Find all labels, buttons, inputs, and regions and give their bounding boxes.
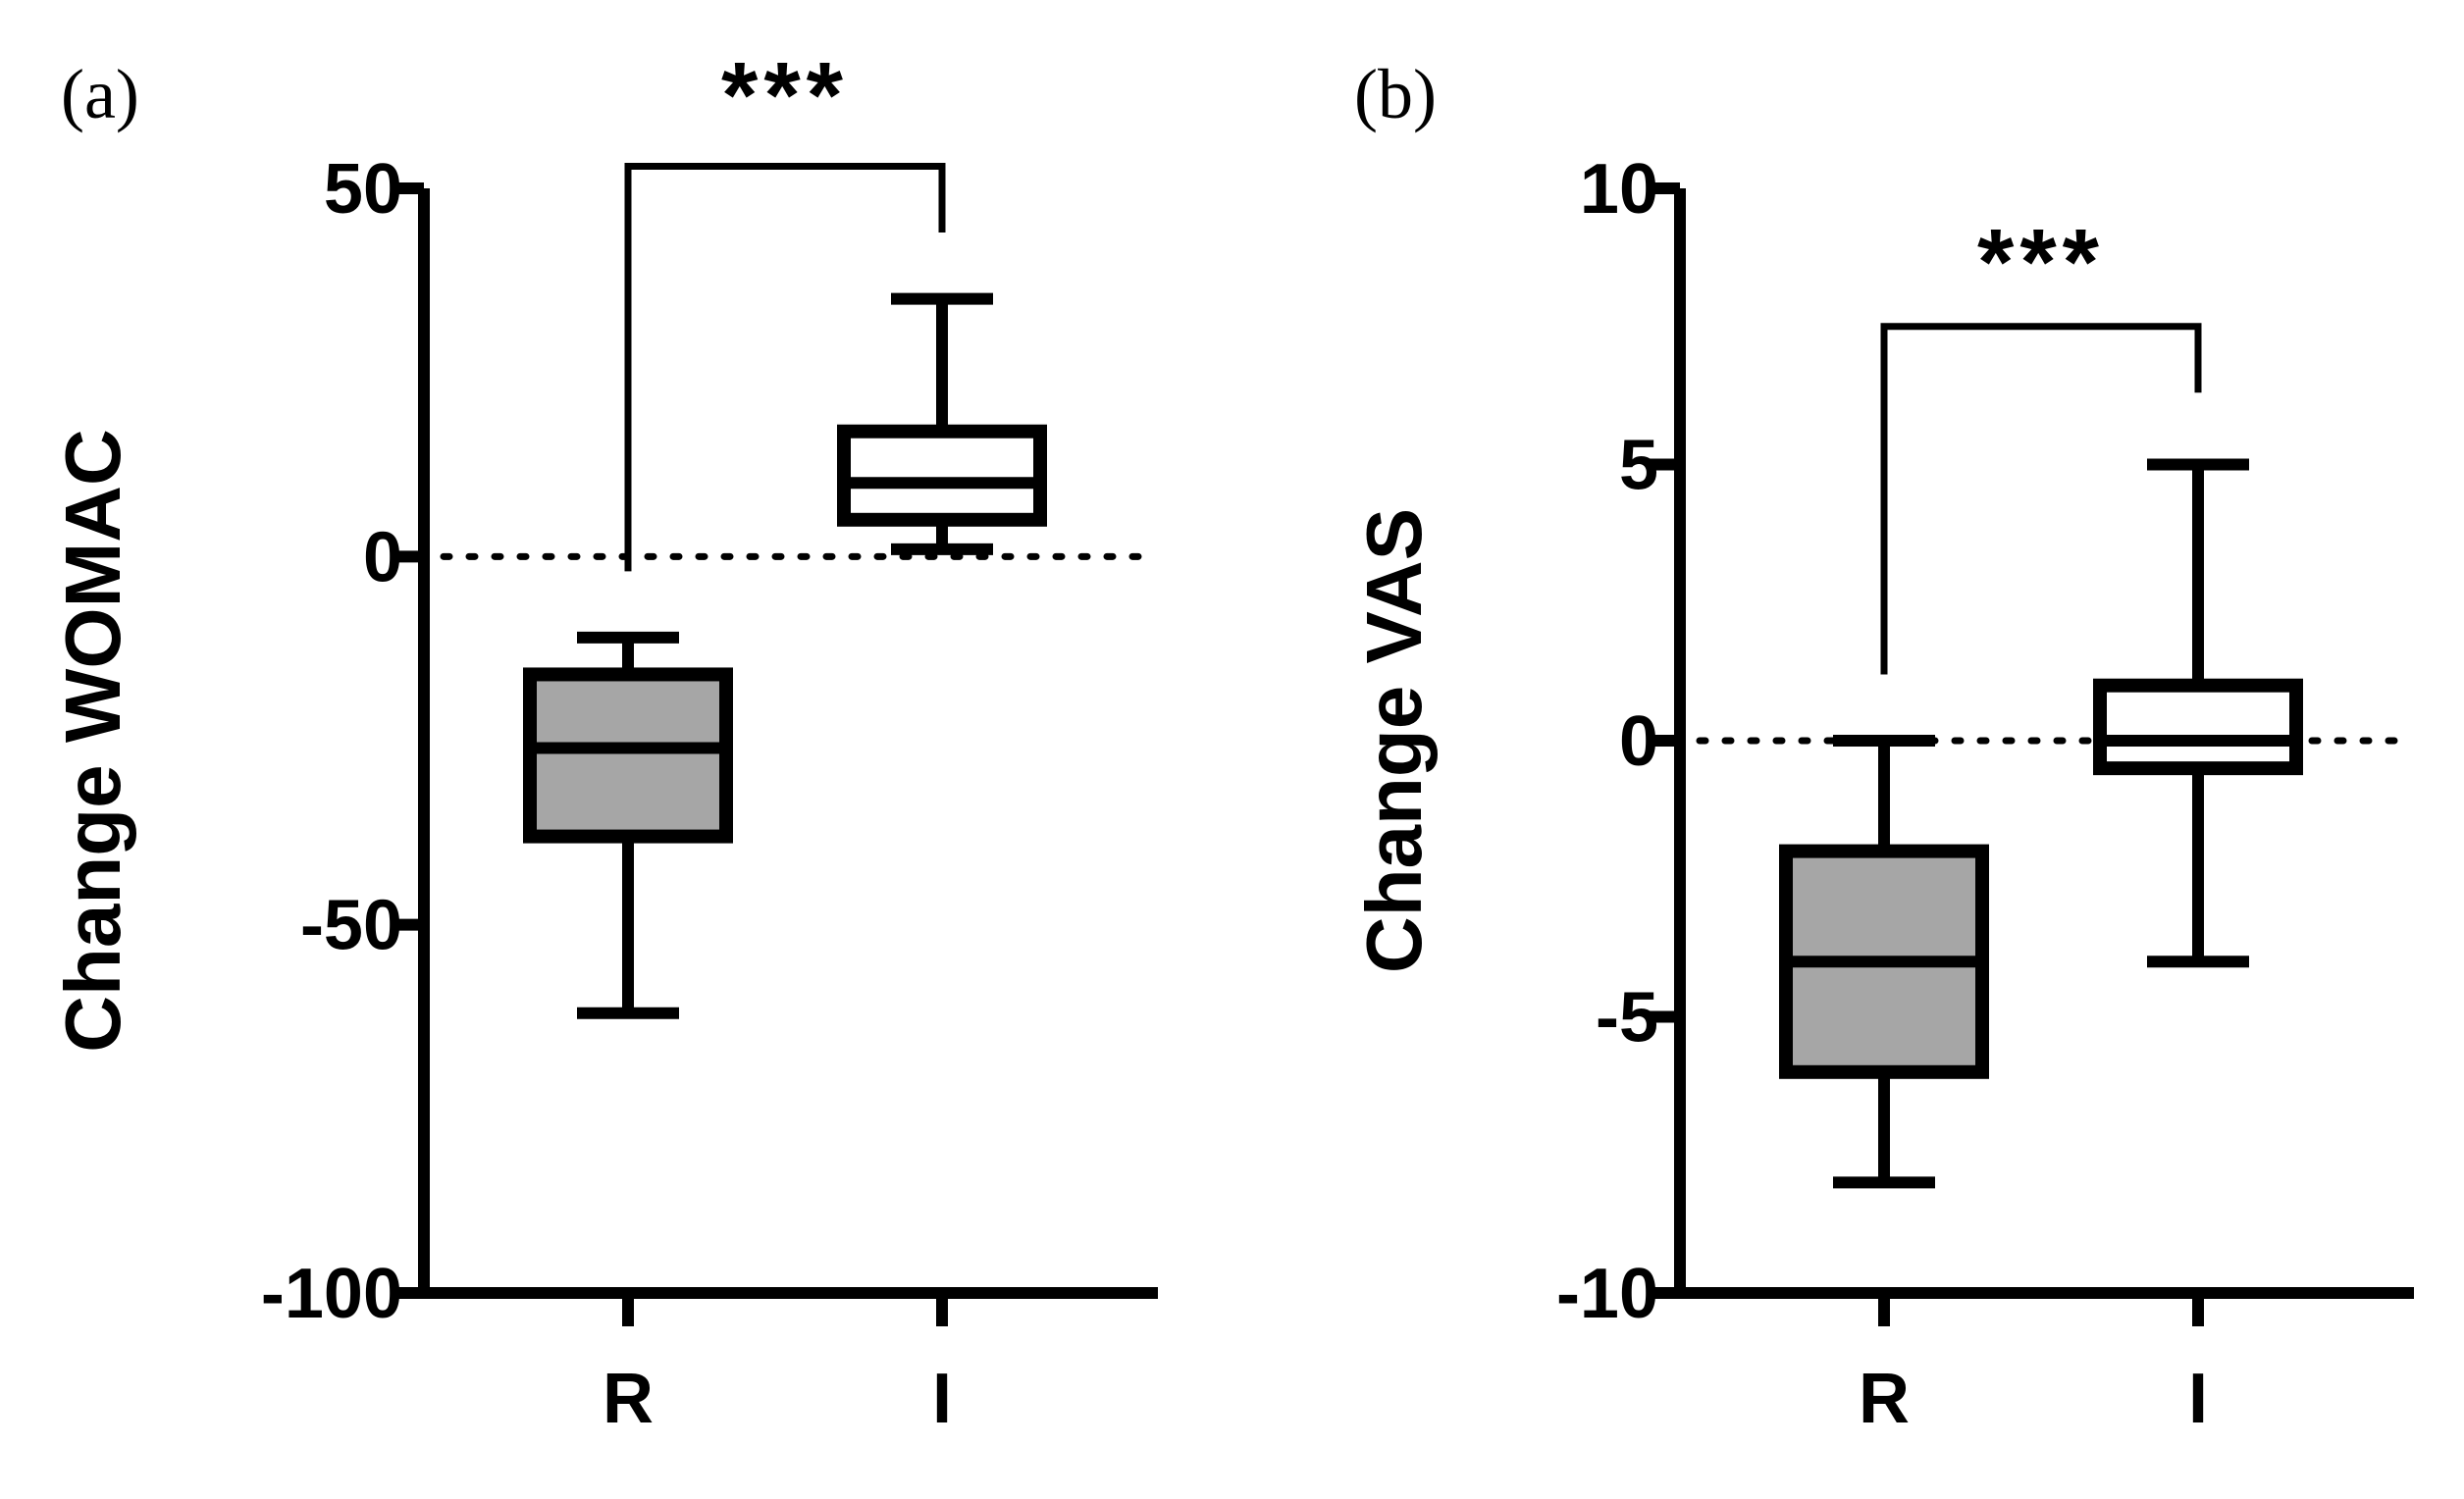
panel-a-womac: (a) Change WOMAC 50 0 -50 -100 R I *** — [49, 43, 1162, 1438]
y-tick-label: -10 — [1556, 1255, 1658, 1333]
iqr-box — [523, 667, 733, 844]
y-tick-label: 10 — [1580, 150, 1658, 229]
significance-label: *** — [1977, 210, 2105, 315]
x-tick-label: I — [932, 1360, 952, 1438]
x-tick-label: R — [603, 1360, 654, 1438]
y-tick-label: 0 — [1619, 702, 1658, 781]
y-tick-label: 50 — [324, 150, 402, 229]
iqr-box — [2093, 678, 2303, 776]
box-R — [523, 631, 733, 1019]
panel-b-vas: (b) Change VAS 10 5 0 -5 -10 R I *** — [1350, 55, 2418, 1438]
x-tick-label: R — [1859, 1360, 1910, 1438]
panel-label: (b) — [1354, 55, 1437, 133]
panel-label: (a) — [61, 55, 139, 133]
y-tick-label: -50 — [300, 887, 402, 965]
y-axis-title: Change WOMAC — [49, 429, 136, 1053]
y-tick-label: -5 — [1596, 979, 1658, 1058]
box-R — [1779, 735, 1989, 1189]
significance-bracket — [1880, 323, 2202, 675]
x-tick-label: I — [2188, 1360, 2208, 1438]
y-tick-label: 0 — [363, 518, 402, 596]
significance-bracket — [624, 162, 946, 572]
iqr-box — [837, 424, 1047, 527]
y-tick-label: 5 — [1619, 427, 1658, 505]
box-I — [837, 292, 1047, 555]
box-I — [2093, 458, 2303, 968]
y-tick-label: -100 — [261, 1255, 402, 1333]
y-axis-title: Change VAS — [1350, 508, 1438, 973]
significance-label: *** — [721, 43, 849, 148]
